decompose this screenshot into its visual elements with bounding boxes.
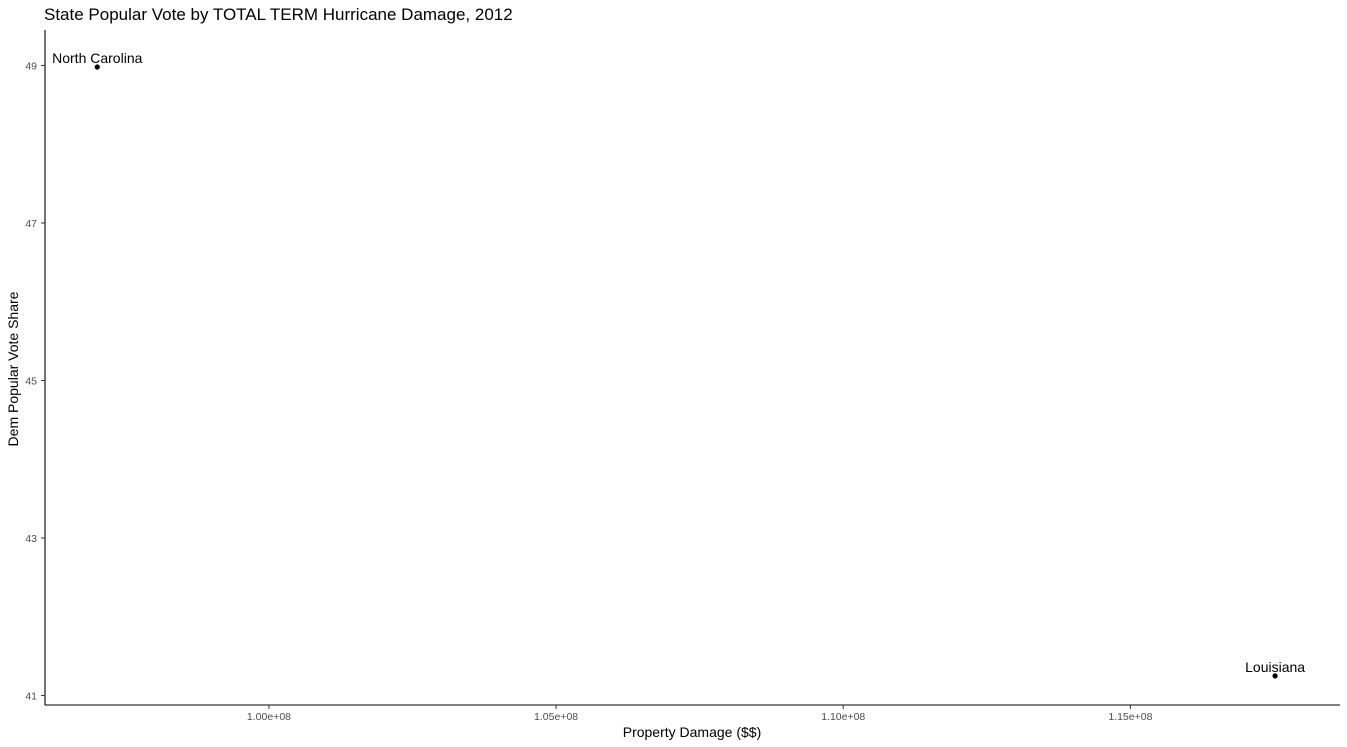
x-tick-label: 1.00e+08 — [247, 711, 291, 723]
data-points: North Carolina Louisiana — [52, 50, 1305, 679]
y-tick-label: 49 — [25, 60, 37, 72]
y-tick-label: 45 — [25, 375, 37, 387]
y-tick-label: 43 — [25, 533, 37, 545]
y-axis: 41 43 45 47 49 — [25, 30, 46, 705]
x-tick-label: 1.05e+08 — [534, 711, 578, 723]
x-tick-label: 1.10e+08 — [821, 711, 865, 723]
y-tick-label: 47 — [25, 218, 37, 230]
data-point-label: North Carolina — [52, 50, 142, 66]
data-point — [1272, 673, 1278, 679]
y-axis-title: Dem Popular Vote Share — [5, 291, 21, 446]
x-axis: 1.00e+08 1.05e+08 1.10e+08 1.15e+08 — [45, 704, 1340, 723]
y-tick-label: 41 — [25, 691, 37, 703]
x-axis-title: Property Damage ($$) — [623, 724, 762, 740]
x-tick-label: 1.15e+08 — [1108, 711, 1152, 723]
chart-title: State Popular Vote by TOTAL TERM Hurrica… — [44, 5, 513, 24]
data-point — [94, 64, 100, 70]
data-point-label: Louisiana — [1245, 659, 1305, 675]
